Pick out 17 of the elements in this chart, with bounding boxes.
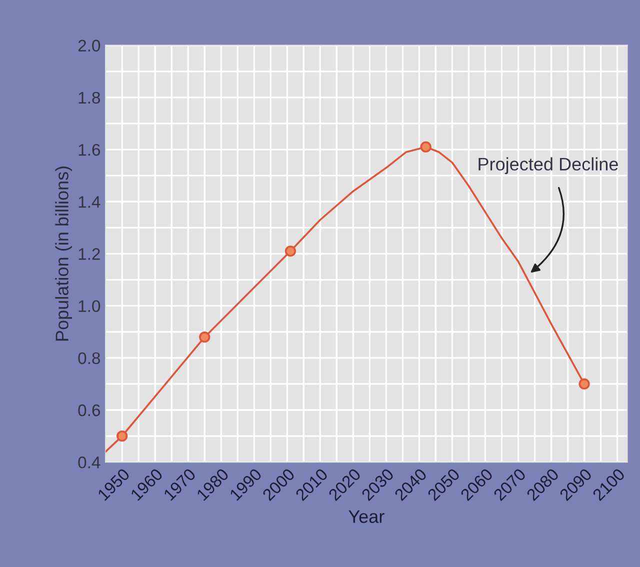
y-tick-label: 1.8 <box>78 92 100 104</box>
y-tick-label: 0.8 <box>78 352 100 364</box>
y-axis-title: Population (in billions) <box>55 166 72 341</box>
y-tick-label: 1.6 <box>78 144 100 156</box>
y-tick-label: 0.4 <box>78 456 100 468</box>
point <box>284 246 296 257</box>
y-tick-label: 2.0 <box>78 40 100 52</box>
y-tick-label: 1.2 <box>78 248 100 260</box>
x-axis-title: Year <box>348 510 384 523</box>
annotation: Projected Decline <box>478 157 618 174</box>
y-tick-label: 0.6 <box>78 404 100 416</box>
point <box>116 430 128 442</box>
y-tick-label: 1.0 <box>78 300 100 312</box>
point <box>199 332 210 343</box>
point <box>578 378 590 390</box>
point <box>420 141 432 153</box>
y-tick-label: 1.4 <box>78 196 100 208</box>
